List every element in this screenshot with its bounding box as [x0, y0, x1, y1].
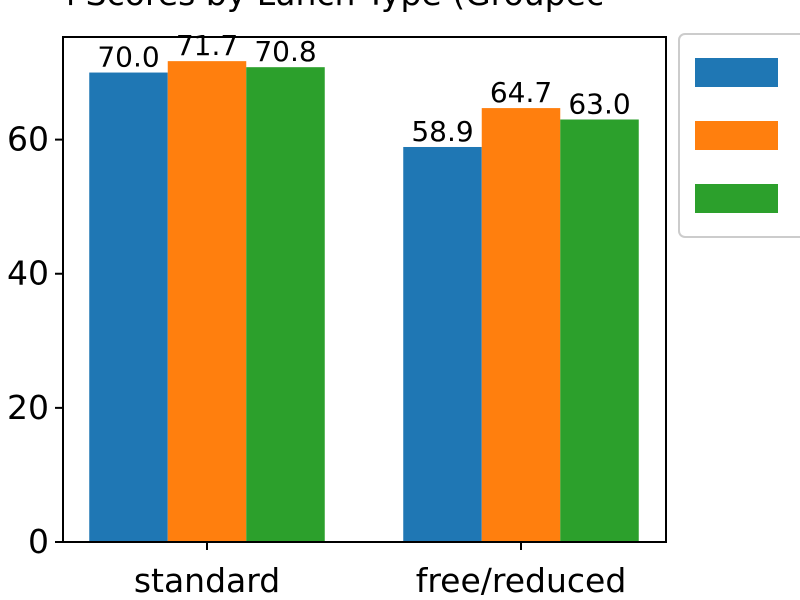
value-labels-layer: 70.0 58.9 71.7 64.7 70.8 63.0: [97, 29, 630, 148]
data-label-s3-c2: 63.0: [568, 87, 630, 120]
legend-swatch-s2: [695, 121, 778, 150]
y-tick-label: 20: [7, 388, 49, 427]
legend: [678, 33, 800, 238]
chart-title: l Scores by Lunch Type (Groupec: [66, 0, 604, 13]
data-label-s1-c2: 58.9: [411, 115, 473, 148]
bar-s1-free-reduced: [403, 146, 482, 542]
x-tick-label: standard: [134, 561, 280, 600]
legend-swatch-s1: [695, 58, 778, 87]
plot-frame: [62, 36, 667, 543]
x-tick-label: free/reduced: [416, 561, 627, 600]
bar-s3-standard: [246, 67, 325, 542]
data-label-s3-c1: 70.8: [254, 35, 316, 68]
legend-swatch-s3: [695, 184, 778, 213]
bar-s2-free-reduced: [481, 108, 561, 542]
data-label-s2-c2: 64.7: [490, 76, 552, 109]
bar-s3-free-reduced: [560, 119, 639, 542]
bar-s2-standard: [167, 61, 247, 542]
data-label-s2-c1: 71.7: [176, 29, 238, 62]
y-tick-label: 60: [7, 120, 49, 159]
data-label-s1-c1: 70.0: [97, 41, 159, 74]
axes-layer: 0 20 40 60 standard free/reduced: [7, 36, 667, 600]
bars-layer: [89, 61, 639, 542]
y-tick-label: 0: [28, 522, 49, 561]
bar-s1-standard: [89, 72, 168, 542]
y-tick-label: 40: [7, 254, 49, 293]
